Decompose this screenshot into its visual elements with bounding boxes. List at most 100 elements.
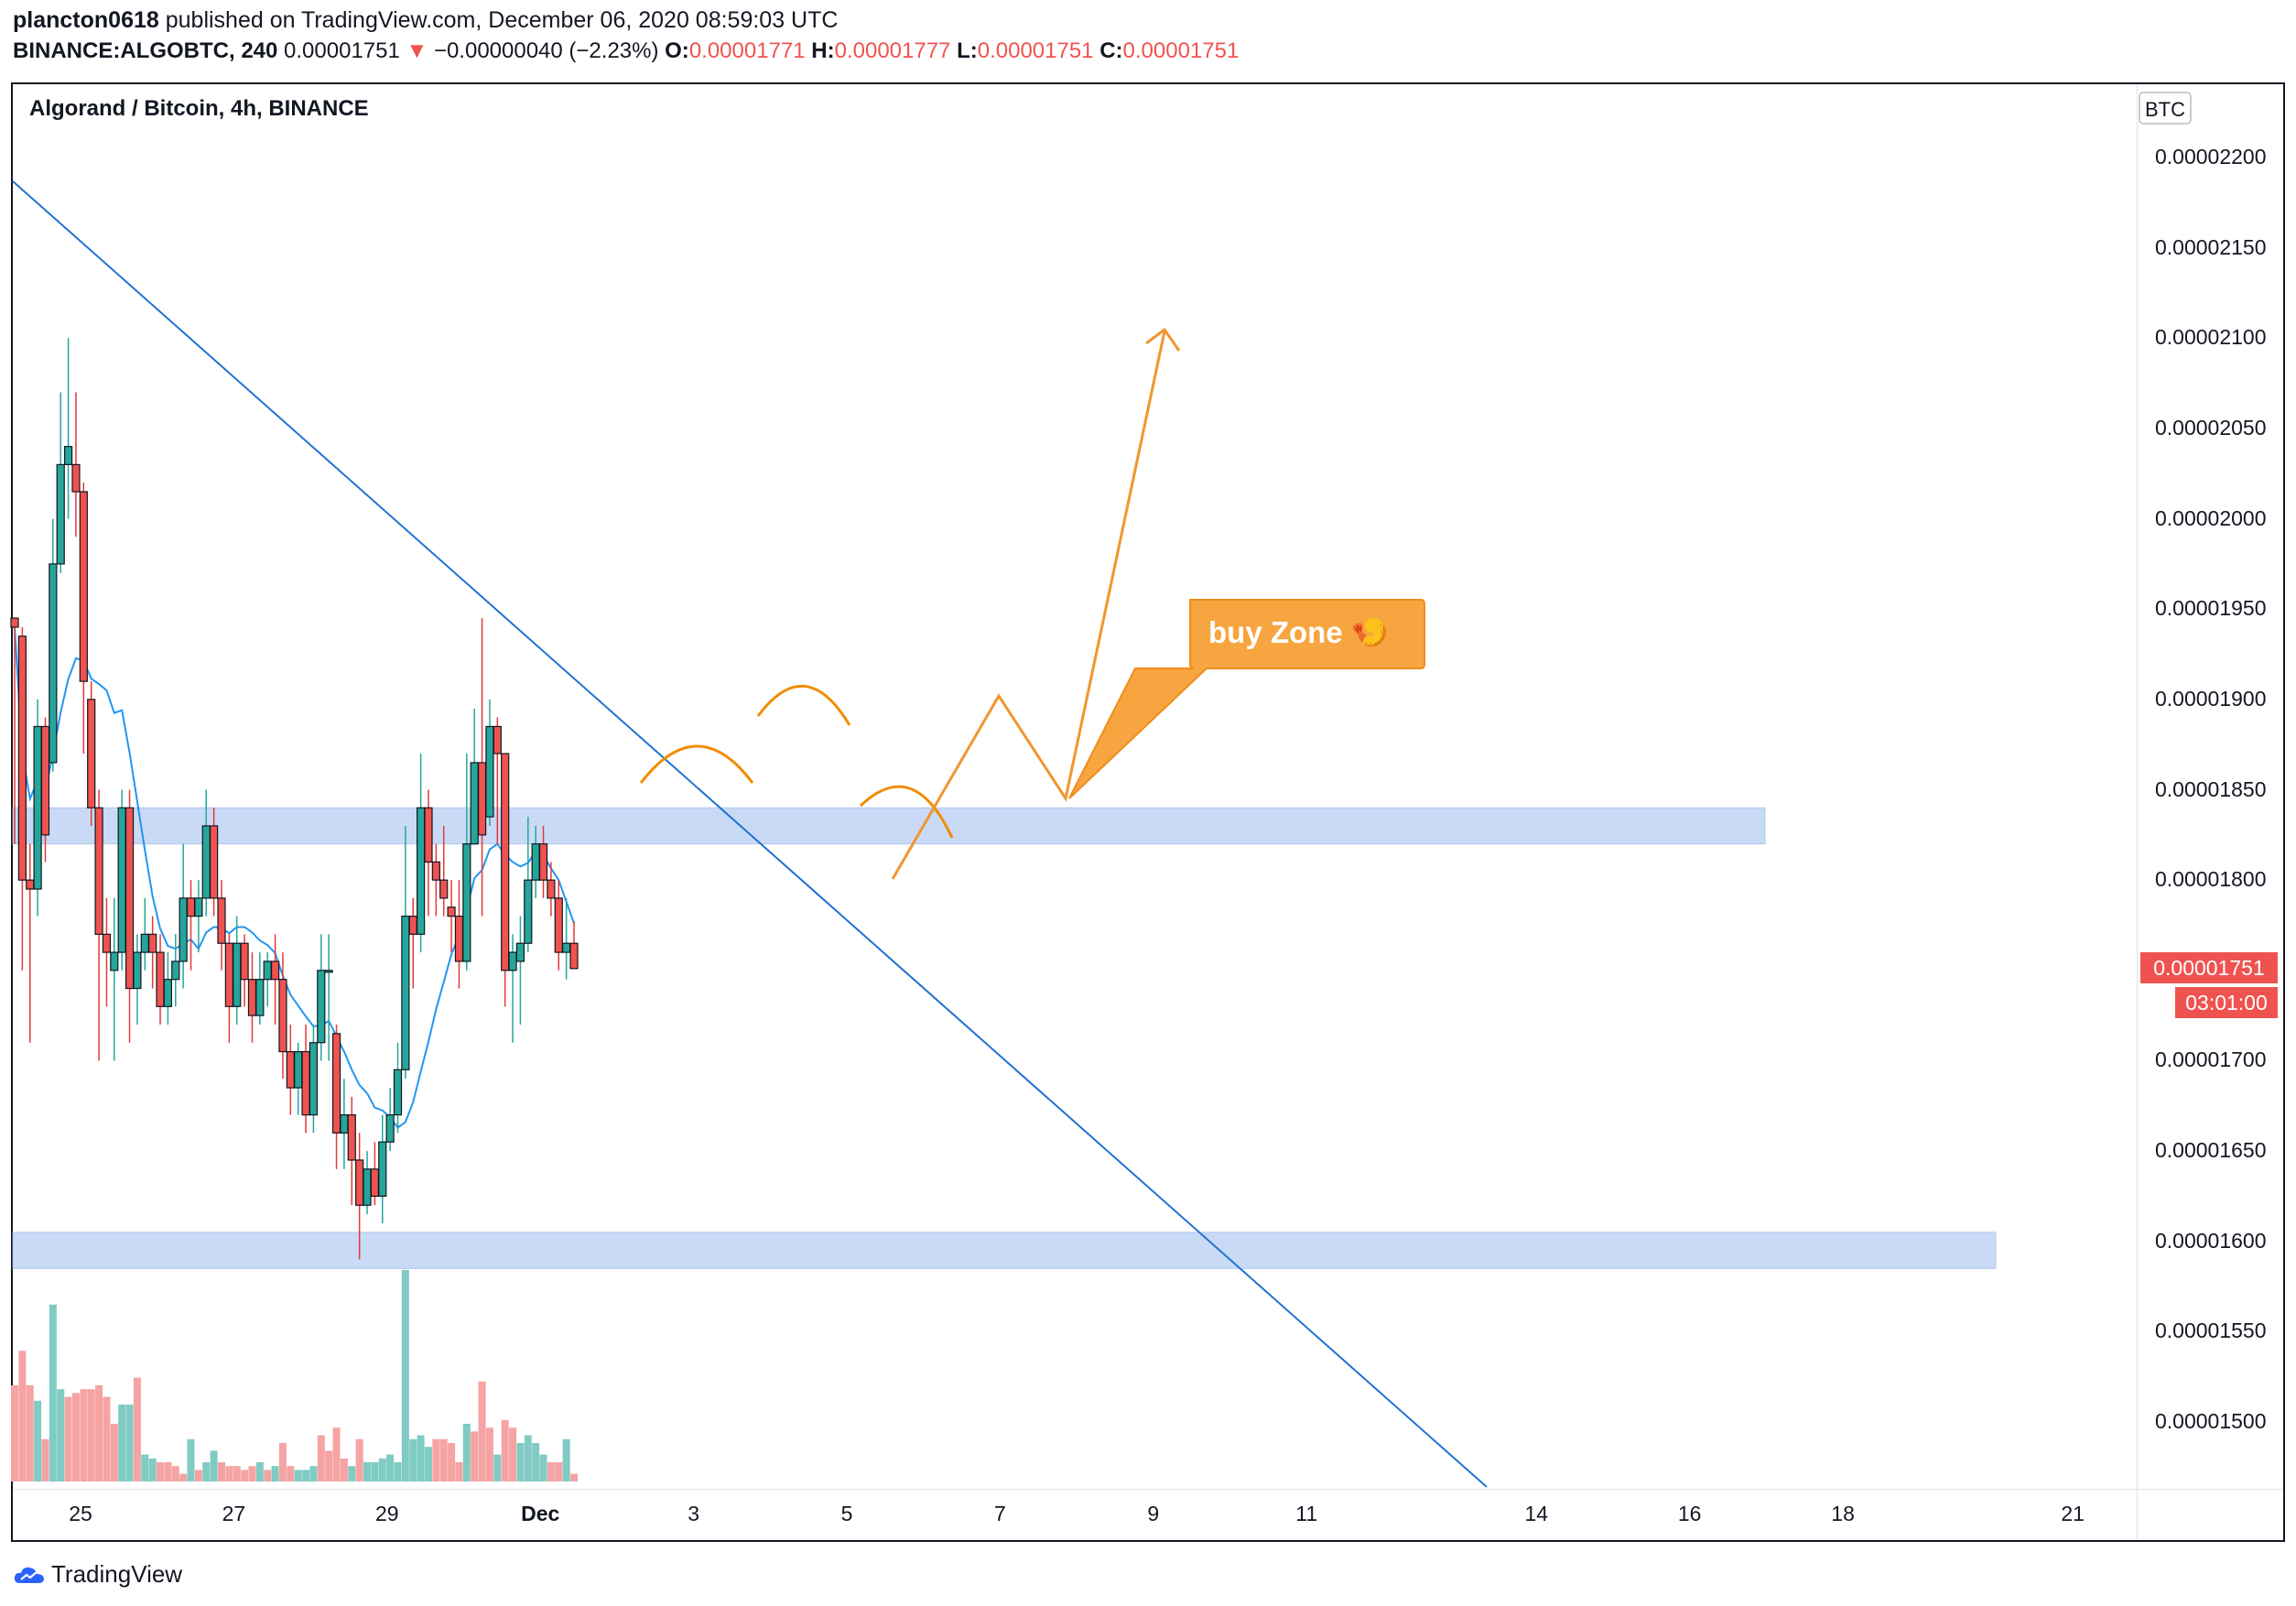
- volume-bar: [187, 1438, 195, 1481]
- last-price-label: 0.00001751: [2140, 952, 2278, 983]
- currency-button[interactable]: BTC: [2139, 92, 2192, 125]
- symbol-line: BINANCE:ALGOBTC, 240 0.00001751 ▼ −0.000…: [13, 38, 1239, 64]
- right-shoulder-arc: [859, 785, 954, 839]
- volume-bar: [448, 1443, 456, 1481]
- candle-body: [508, 951, 517, 971]
- volume-bar: [302, 1470, 310, 1481]
- projection-arrow-head: [1145, 327, 1181, 352]
- time-tick: 25: [69, 1502, 92, 1525]
- price-tick: 0.00001700: [2155, 1047, 2267, 1072]
- candle-body: [186, 897, 196, 917]
- price-tick: 0.00001950: [2155, 596, 2267, 621]
- symbol-name: BINANCE:ALGOBTC, 240: [13, 38, 278, 63]
- candle-body: [286, 1050, 295, 1089]
- volume-bar: [394, 1462, 402, 1481]
- volume-bar: [217, 1462, 225, 1481]
- candle-body: [247, 979, 257, 1016]
- time-axis-separator: [13, 1489, 2283, 1490]
- price-tick: 0.00001650: [2155, 1138, 2267, 1163]
- volume-bar: [432, 1438, 440, 1481]
- chart-frame: [11, 82, 2285, 1542]
- candle-body: [17, 635, 27, 881]
- candle-body: [56, 463, 65, 565]
- volume-bar: [194, 1470, 202, 1481]
- volume-bar: [547, 1462, 555, 1481]
- volume-bar: [378, 1458, 386, 1481]
- candle-body: [156, 951, 165, 1007]
- candle-body: [501, 753, 510, 971]
- candle-body: [140, 933, 149, 953]
- candle-body: [33, 725, 42, 890]
- left-shoulder-arc: [639, 744, 754, 784]
- time-tick: 29: [375, 1502, 399, 1525]
- volume-bar: [386, 1454, 395, 1481]
- volume-bar: [41, 1438, 49, 1481]
- candle-body: [340, 1114, 349, 1134]
- resistance-zone: [12, 807, 1766, 845]
- time-tick: 5: [840, 1502, 853, 1525]
- volume-bar: [325, 1450, 333, 1481]
- volume-bar: [164, 1462, 172, 1481]
- volume-bar: [26, 1385, 34, 1481]
- volume-bar: [210, 1450, 218, 1481]
- candle-body: [233, 942, 242, 1007]
- open-value: 0.00001771: [688, 38, 806, 63]
- candle-body: [94, 807, 103, 935]
- low-label: L:: [957, 38, 978, 63]
- volume-bar: [462, 1424, 471, 1481]
- candle-body: [401, 916, 410, 1070]
- candle-body: [301, 1050, 310, 1116]
- close-value: 0.00001751: [1122, 38, 1240, 63]
- volume-bar: [233, 1466, 241, 1481]
- candle-body: [117, 807, 126, 953]
- candle-body: [485, 725, 494, 818]
- volume-bar: [478, 1381, 486, 1481]
- low-value: 0.00001751: [977, 38, 1094, 63]
- candle-body: [217, 897, 226, 944]
- candle-body: [294, 1050, 303, 1089]
- candle-body: [125, 807, 135, 990]
- price-tick: 0.00001600: [2155, 1228, 2267, 1253]
- candle-body: [270, 960, 280, 981]
- candle-body: [562, 942, 571, 953]
- downtrend-line: [12, 180, 1488, 1488]
- volume-bar: [332, 1427, 341, 1481]
- candle-body: [431, 861, 440, 881]
- candle-body: [493, 725, 502, 754]
- publish-info: published on TradingView.com, December 0…: [165, 7, 839, 33]
- time-tick: Dec: [521, 1502, 560, 1525]
- time-tick: 11: [1295, 1502, 1318, 1525]
- volume-bar: [287, 1466, 295, 1481]
- candle-body: [363, 1168, 372, 1206]
- candle-body: [49, 563, 58, 764]
- volume-bar: [125, 1405, 134, 1481]
- volume-bar: [363, 1462, 372, 1481]
- bar-countdown-label: 03:01:00: [2175, 987, 2278, 1018]
- price-tick: 0.00002100: [2155, 325, 2267, 350]
- volume-bar: [110, 1424, 118, 1481]
- candle-body: [63, 446, 73, 465]
- candle-body: [309, 1042, 319, 1116]
- volume-bar: [371, 1462, 379, 1481]
- volume-bar: [485, 1427, 493, 1481]
- volume-bar: [49, 1304, 57, 1481]
- volume-bar: [171, 1466, 179, 1481]
- candle-body: [347, 1114, 356, 1161]
- candle-body: [40, 725, 50, 836]
- candle-body: [163, 979, 172, 1007]
- candle-body: [462, 843, 471, 962]
- candle-body: [424, 807, 433, 863]
- candle-body: [331, 1033, 341, 1134]
- time-tick: 21: [2061, 1502, 2085, 1525]
- volume-bar: [401, 1270, 409, 1481]
- volume-bar: [87, 1389, 95, 1481]
- tradingview-logo[interactable]: TradingView: [13, 1560, 182, 1589]
- volume-bar: [409, 1438, 417, 1481]
- candle-body: [439, 879, 449, 899]
- volume-bar: [355, 1438, 363, 1481]
- author-name[interactable]: plancton0618: [13, 7, 159, 33]
- volume-bar: [570, 1473, 579, 1481]
- volume-bar: [524, 1435, 532, 1481]
- candle-body: [470, 762, 479, 845]
